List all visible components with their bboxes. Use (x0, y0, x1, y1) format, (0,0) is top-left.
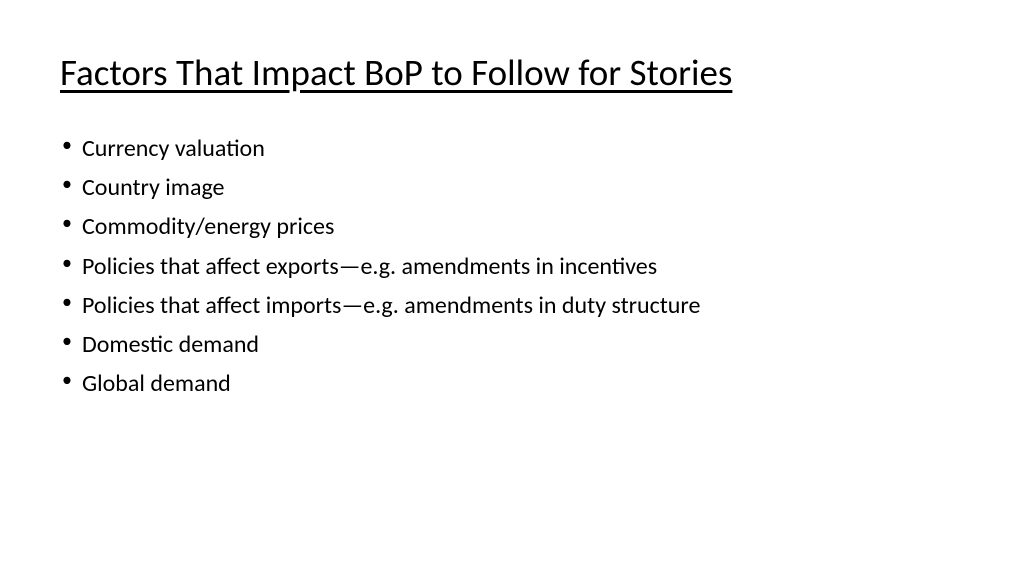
slide-title: Factors That Impact BoP to Follow for St… (60, 50, 964, 95)
list-item: Currency valuation (60, 130, 964, 167)
list-item: Domestic demand (60, 326, 964, 363)
list-item: Global demand (60, 365, 964, 402)
list-item: Commodity/energy prices (60, 208, 964, 245)
list-item: Country image (60, 169, 964, 206)
list-item: Policies that affect imports—e.g. amendm… (60, 287, 964, 324)
bullet-list: Currency valuation Country image Commodi… (60, 130, 964, 402)
list-item: Policies that affect exports—e.g. amendm… (60, 248, 964, 285)
